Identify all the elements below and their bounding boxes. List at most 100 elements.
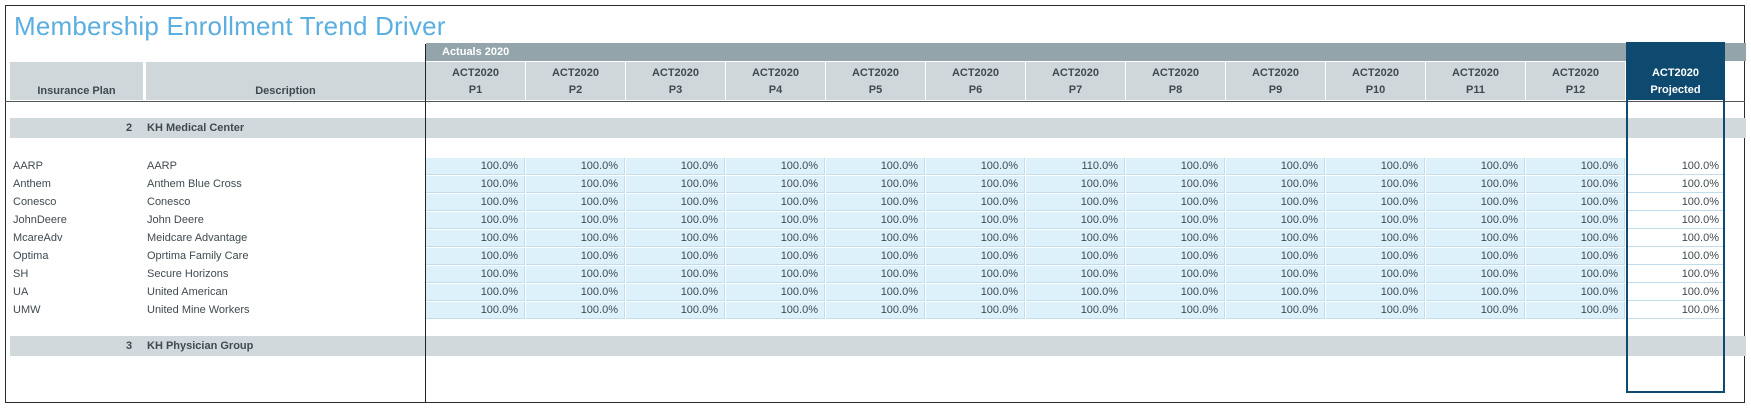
- value-cell[interactable]: 100.0%: [626, 302, 725, 319]
- value-cell[interactable]: 100.0%: [626, 212, 725, 229]
- period-column-header[interactable]: ACT2020 P12: [1526, 62, 1625, 100]
- plan-code-cell[interactable]: AARP: [13, 160, 43, 172]
- period-column-header[interactable]: ACT2020 P1: [426, 62, 525, 100]
- value-cell[interactable]: 100.0%: [1326, 284, 1425, 301]
- value-cell[interactable]: 100.0%: [726, 230, 825, 247]
- plan-code-cell[interactable]: Anthem: [13, 178, 51, 190]
- value-cell[interactable]: 100.0%: [726, 302, 825, 319]
- value-cell[interactable]: 100.0%: [526, 302, 625, 319]
- value-cell[interactable]: 100.0%: [1426, 284, 1525, 301]
- value-cell[interactable]: 100.0%: [1426, 302, 1525, 319]
- value-cell[interactable]: 100.0%: [826, 158, 925, 175]
- projected-column-header[interactable]: ACT2020 Projected: [1626, 42, 1725, 100]
- value-cell[interactable]: 100.0%: [1526, 212, 1625, 229]
- value-cell[interactable]: 100.0%: [826, 230, 925, 247]
- value-cell[interactable]: 100.0%: [1426, 266, 1525, 283]
- value-cell[interactable]: 100.0%: [926, 284, 1025, 301]
- value-cell[interactable]: 100.0%: [1126, 248, 1225, 265]
- value-cell[interactable]: 100.0%: [1426, 248, 1525, 265]
- value-cell[interactable]: 100.0%: [1226, 302, 1325, 319]
- value-cell[interactable]: 100.0%: [926, 212, 1025, 229]
- value-cell[interactable]: 100.0%: [1026, 284, 1125, 301]
- value-cell[interactable]: 100.0%: [826, 248, 925, 265]
- value-cell[interactable]: 100.0%: [1426, 158, 1525, 175]
- value-cell[interactable]: 100.0%: [726, 176, 825, 193]
- projected-value-cell[interactable]: 100.0%: [1626, 266, 1725, 283]
- value-cell[interactable]: 100.0%: [1026, 212, 1125, 229]
- value-cell[interactable]: 100.0%: [526, 284, 625, 301]
- value-cell[interactable]: 100.0%: [1126, 176, 1225, 193]
- plan-code-cell[interactable]: SH: [13, 268, 29, 280]
- value-cell[interactable]: 100.0%: [626, 266, 725, 283]
- period-column-header[interactable]: ACT2020 P2: [526, 62, 625, 100]
- value-cell[interactable]: 100.0%: [1026, 248, 1125, 265]
- projected-value-cell[interactable]: 100.0%: [1626, 176, 1725, 193]
- value-cell[interactable]: 100.0%: [1326, 302, 1425, 319]
- value-cell[interactable]: 100.0%: [1026, 266, 1125, 283]
- value-cell[interactable]: 100.0%: [1426, 230, 1525, 247]
- description-cell[interactable]: Secure Horizons: [147, 268, 229, 280]
- value-cell[interactable]: 100.0%: [1126, 194, 1225, 211]
- value-cell[interactable]: 100.0%: [426, 194, 525, 211]
- value-cell[interactable]: 100.0%: [526, 194, 625, 211]
- value-cell[interactable]: 100.0%: [426, 248, 525, 265]
- plan-code-cell[interactable]: Conesco: [13, 196, 57, 208]
- value-cell[interactable]: 100.0%: [1126, 158, 1225, 175]
- value-cell[interactable]: 100.0%: [1326, 158, 1425, 175]
- value-cell[interactable]: 100.0%: [1026, 194, 1125, 211]
- projected-value-cell[interactable]: 100.0%: [1626, 248, 1725, 265]
- plan-code-cell[interactable]: Optima: [13, 250, 49, 262]
- value-cell[interactable]: 100.0%: [1226, 266, 1325, 283]
- value-cell[interactable]: 100.0%: [1226, 230, 1325, 247]
- value-cell[interactable]: 100.0%: [726, 248, 825, 265]
- projected-value-cell[interactable]: 100.0%: [1626, 230, 1725, 247]
- value-cell[interactable]: 100.0%: [826, 194, 925, 211]
- value-cell[interactable]: 100.0%: [926, 230, 1025, 247]
- projected-value-cell[interactable]: 100.0%: [1626, 194, 1725, 211]
- value-cell[interactable]: 100.0%: [1326, 176, 1425, 193]
- value-cell[interactable]: 100.0%: [426, 158, 525, 175]
- value-cell[interactable]: 110.0%: [1026, 158, 1125, 175]
- value-cell[interactable]: 100.0%: [526, 212, 625, 229]
- value-cell[interactable]: 100.0%: [1326, 230, 1425, 247]
- description-cell[interactable]: John Deere: [147, 214, 204, 226]
- group-band[interactable]: [10, 118, 425, 138]
- value-cell[interactable]: 100.0%: [926, 176, 1025, 193]
- value-cell[interactable]: 100.0%: [926, 248, 1025, 265]
- value-cell[interactable]: 100.0%: [1526, 266, 1625, 283]
- period-column-header[interactable]: ACT2020 P6: [926, 62, 1025, 100]
- value-cell[interactable]: 100.0%: [1526, 230, 1625, 247]
- value-cell[interactable]: 100.0%: [926, 158, 1025, 175]
- projected-value-cell[interactable]: 100.0%: [1626, 158, 1725, 175]
- value-cell[interactable]: 100.0%: [1326, 212, 1425, 229]
- description-cell[interactable]: AARP: [147, 160, 177, 172]
- value-cell[interactable]: 100.0%: [1426, 194, 1525, 211]
- value-cell[interactable]: 100.0%: [1026, 302, 1125, 319]
- value-cell[interactable]: 100.0%: [1026, 176, 1125, 193]
- value-cell[interactable]: 100.0%: [626, 176, 725, 193]
- value-cell[interactable]: 100.0%: [1426, 212, 1525, 229]
- value-cell[interactable]: 100.0%: [1226, 158, 1325, 175]
- value-cell[interactable]: 100.0%: [826, 176, 925, 193]
- value-cell[interactable]: 100.0%: [426, 302, 525, 319]
- value-cell[interactable]: 100.0%: [626, 194, 725, 211]
- description-cell[interactable]: United American: [147, 286, 228, 298]
- value-cell[interactable]: 100.0%: [526, 176, 625, 193]
- plan-code-cell[interactable]: JohnDeere: [13, 214, 67, 226]
- value-cell[interactable]: 100.0%: [626, 248, 725, 265]
- value-cell[interactable]: 100.0%: [1126, 266, 1225, 283]
- value-cell[interactable]: 100.0%: [726, 266, 825, 283]
- period-column-header[interactable]: ACT2020 P3: [626, 62, 725, 100]
- value-cell[interactable]: 100.0%: [1426, 176, 1525, 193]
- value-cell[interactable]: 100.0%: [1526, 284, 1625, 301]
- projected-value-cell[interactable]: 100.0%: [1626, 302, 1725, 319]
- value-cell[interactable]: 100.0%: [1126, 212, 1225, 229]
- projected-value-cell[interactable]: 100.0%: [1626, 284, 1725, 301]
- period-column-header[interactable]: ACT2020 P5: [826, 62, 925, 100]
- period-column-header[interactable]: ACT2020 P9: [1226, 62, 1325, 100]
- value-cell[interactable]: 100.0%: [1126, 302, 1225, 319]
- value-cell[interactable]: 100.0%: [1526, 158, 1625, 175]
- value-cell[interactable]: 100.0%: [926, 194, 1025, 211]
- value-cell[interactable]: 100.0%: [1026, 230, 1125, 247]
- value-cell[interactable]: 100.0%: [526, 230, 625, 247]
